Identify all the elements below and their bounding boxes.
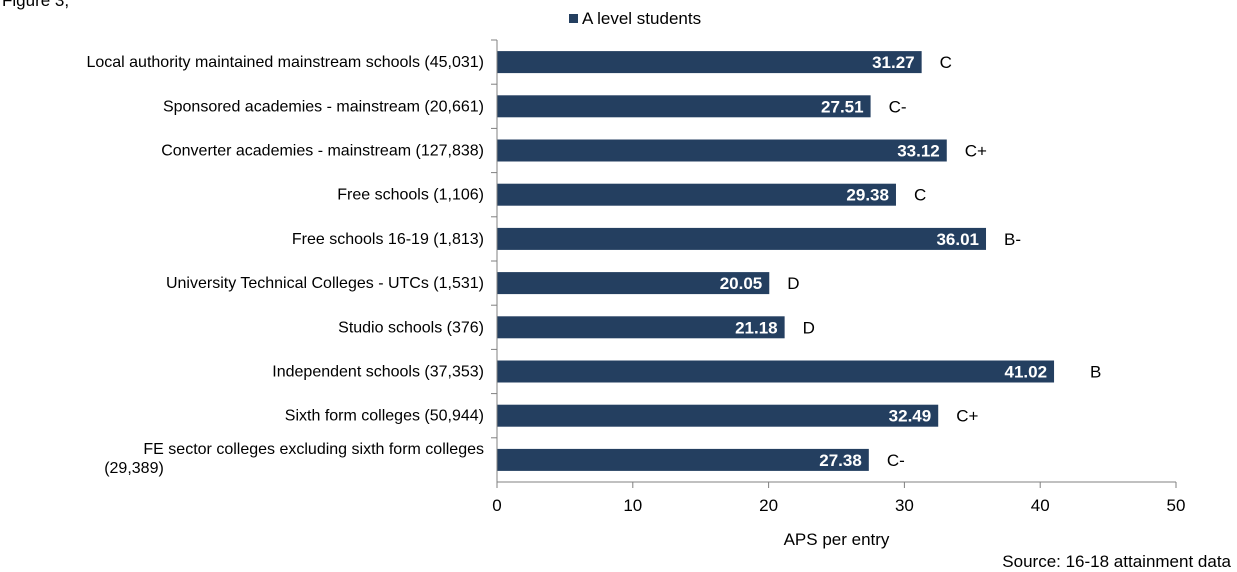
category-label: Free schools 16-19 (1,813) [292,231,484,248]
bar-value-label: 33.12 [897,142,940,161]
bar-value-label: 32.49 [889,407,932,426]
grade-label: C [940,53,952,72]
bar-value-label: 31.27 [872,53,915,72]
grade-label: C- [889,97,907,116]
category-label: Studio schools (376) [338,319,484,336]
grade-label: D [787,274,799,293]
bar [497,51,922,74]
category-label: Converter academies - mainstream (127,83… [161,143,484,160]
grade-label: B- [1004,230,1021,249]
bar-value-label: 29.38 [846,186,889,205]
bar [497,95,871,118]
grade-label: B [1090,363,1101,382]
category-label: University Technical Colleges - UTCs (1,… [166,275,484,292]
bar [497,183,896,206]
x-tick-label: 30 [895,496,914,515]
bar [497,404,939,427]
legend-swatch [569,14,578,23]
source-note: Source: 16-18 attainment data [1002,552,1231,571]
category-label: Independent schools (37,353) [272,364,484,381]
grade-label: C- [887,451,905,470]
bar [497,360,1055,383]
bar-value-label: 36.01 [936,230,979,249]
x-tick-label: 0 [492,496,501,515]
category-label: Sixth form colleges (50,944) [285,408,484,425]
category-label: Free schools (1,106) [337,187,484,204]
x-tick-label: 20 [759,496,778,515]
bar [497,139,947,162]
x-axis-title: APS per entry [784,530,890,549]
bar-value-label: 27.51 [821,97,864,116]
category-label: Local authority maintained mainstream sc… [86,54,484,71]
bar [497,448,869,471]
bar-value-label: 41.02 [1005,363,1048,382]
bar-value-label: 27.38 [819,451,862,470]
bar [497,316,785,339]
bar [497,227,987,250]
category-label: FE sector colleges excluding sixth form … [143,441,484,458]
bar-value-label: 20.05 [720,274,763,293]
grade-label: C+ [956,407,978,426]
grade-label: C+ [965,142,987,161]
x-tick-label: 40 [1031,496,1050,515]
x-tick-label: 10 [623,496,642,515]
header-fragment: Figure 3, [2,0,70,10]
grade-label: D [803,318,815,337]
x-tick-label: 50 [1167,496,1186,515]
category-label: Sponsored academies - mainstream (20,661… [163,98,484,115]
bar-value-label: 21.18 [735,318,778,337]
bar [497,272,770,295]
category-label: (29,389) [104,460,164,477]
grade-label: C [914,186,926,205]
legend-label: A level students [582,9,701,28]
